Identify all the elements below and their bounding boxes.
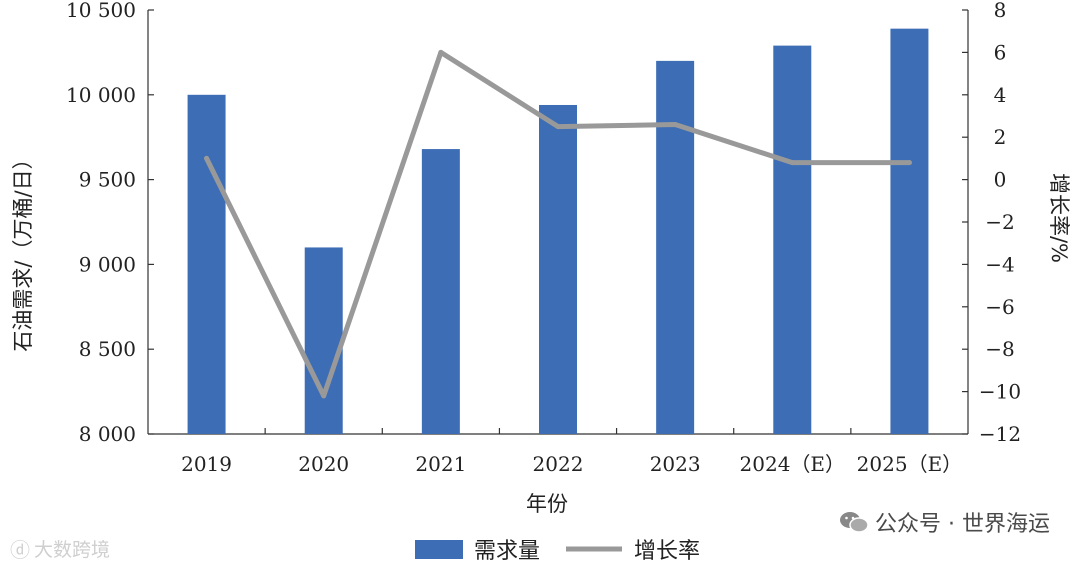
y2-axis-label: 增长率/%: [1047, 173, 1071, 263]
growth-rate-point: [789, 160, 795, 166]
wechat-icon: [840, 512, 869, 533]
bar: [773, 45, 812, 435]
y2-tick-label: −10: [979, 380, 1021, 404]
growth-rate-point: [672, 121, 678, 127]
bar: [890, 28, 929, 434]
y2-tick-label: −6: [985, 295, 1014, 319]
bar: [304, 247, 343, 434]
legend: 需求量 增长率: [415, 539, 700, 564]
x-tick-label: 2025（E）: [857, 452, 963, 476]
y-tick-label: 9 000: [79, 252, 136, 276]
tick-labels: 8 000 8 500 9 000 9 500 10 000 10 500 −12 −10 −8…: [66, 0, 1021, 476]
x-tick-label: 2021: [415, 452, 466, 476]
y2-tick-label: 2: [994, 125, 1007, 149]
bar: [539, 104, 577, 434]
y-tick-label: 10 000: [66, 83, 136, 107]
y-tick-label: 9 500: [79, 168, 136, 192]
y-axis-label: 石油需求/（万桶/日）: [11, 148, 35, 351]
y2-tick-label: −8: [985, 337, 1014, 361]
x-tick-label: 2023: [650, 452, 701, 476]
y2-tick-label: −4: [985, 252, 1014, 276]
bar: [421, 149, 460, 434]
bar-series: [187, 28, 929, 435]
y2-tick-label: 4: [994, 83, 1007, 107]
watermark-logo-icon: ⓓ: [10, 538, 30, 562]
legend-label-bar: 需求量: [474, 539, 540, 564]
growth-rate-point: [204, 155, 210, 161]
y2-tick-label: 0: [994, 168, 1007, 192]
line-series: [204, 49, 912, 399]
legend-label-line: 增长率: [634, 539, 700, 564]
y2-tick-label: 6: [994, 40, 1007, 64]
x-tick-label: 2020: [298, 452, 349, 476]
y2-tick-label: −12: [979, 422, 1021, 446]
growth-rate-point: [321, 393, 327, 399]
growth-rate-point: [906, 160, 912, 166]
x-tick-label: 2024（E）: [740, 452, 846, 476]
x-axis-label: 年份: [526, 492, 568, 516]
bar: [187, 94, 226, 435]
x-tick-label: 2019: [181, 452, 232, 476]
y2-tick-label: −2: [985, 210, 1014, 234]
y-tick-label: 10 500: [66, 0, 136, 22]
watermark-right-text: 公众号 · 世界海运: [875, 512, 1050, 537]
watermark-left: ⓓ 大数跨境: [10, 534, 110, 563]
watermark-left-text: 大数跨境: [34, 539, 111, 561]
x-tick-label: 2022: [533, 452, 584, 476]
growth-rate-point: [555, 124, 561, 130]
watermark-wechat: 公众号 · 世界海运: [839, 506, 1050, 538]
legend-swatch-bar: [415, 540, 463, 559]
y2-tick-label: 8: [994, 0, 1007, 22]
y-tick-label: 8 500: [79, 337, 136, 361]
growth-rate-point: [438, 49, 444, 55]
bar: [656, 60, 695, 434]
y-tick-label: 8 000: [79, 422, 136, 446]
